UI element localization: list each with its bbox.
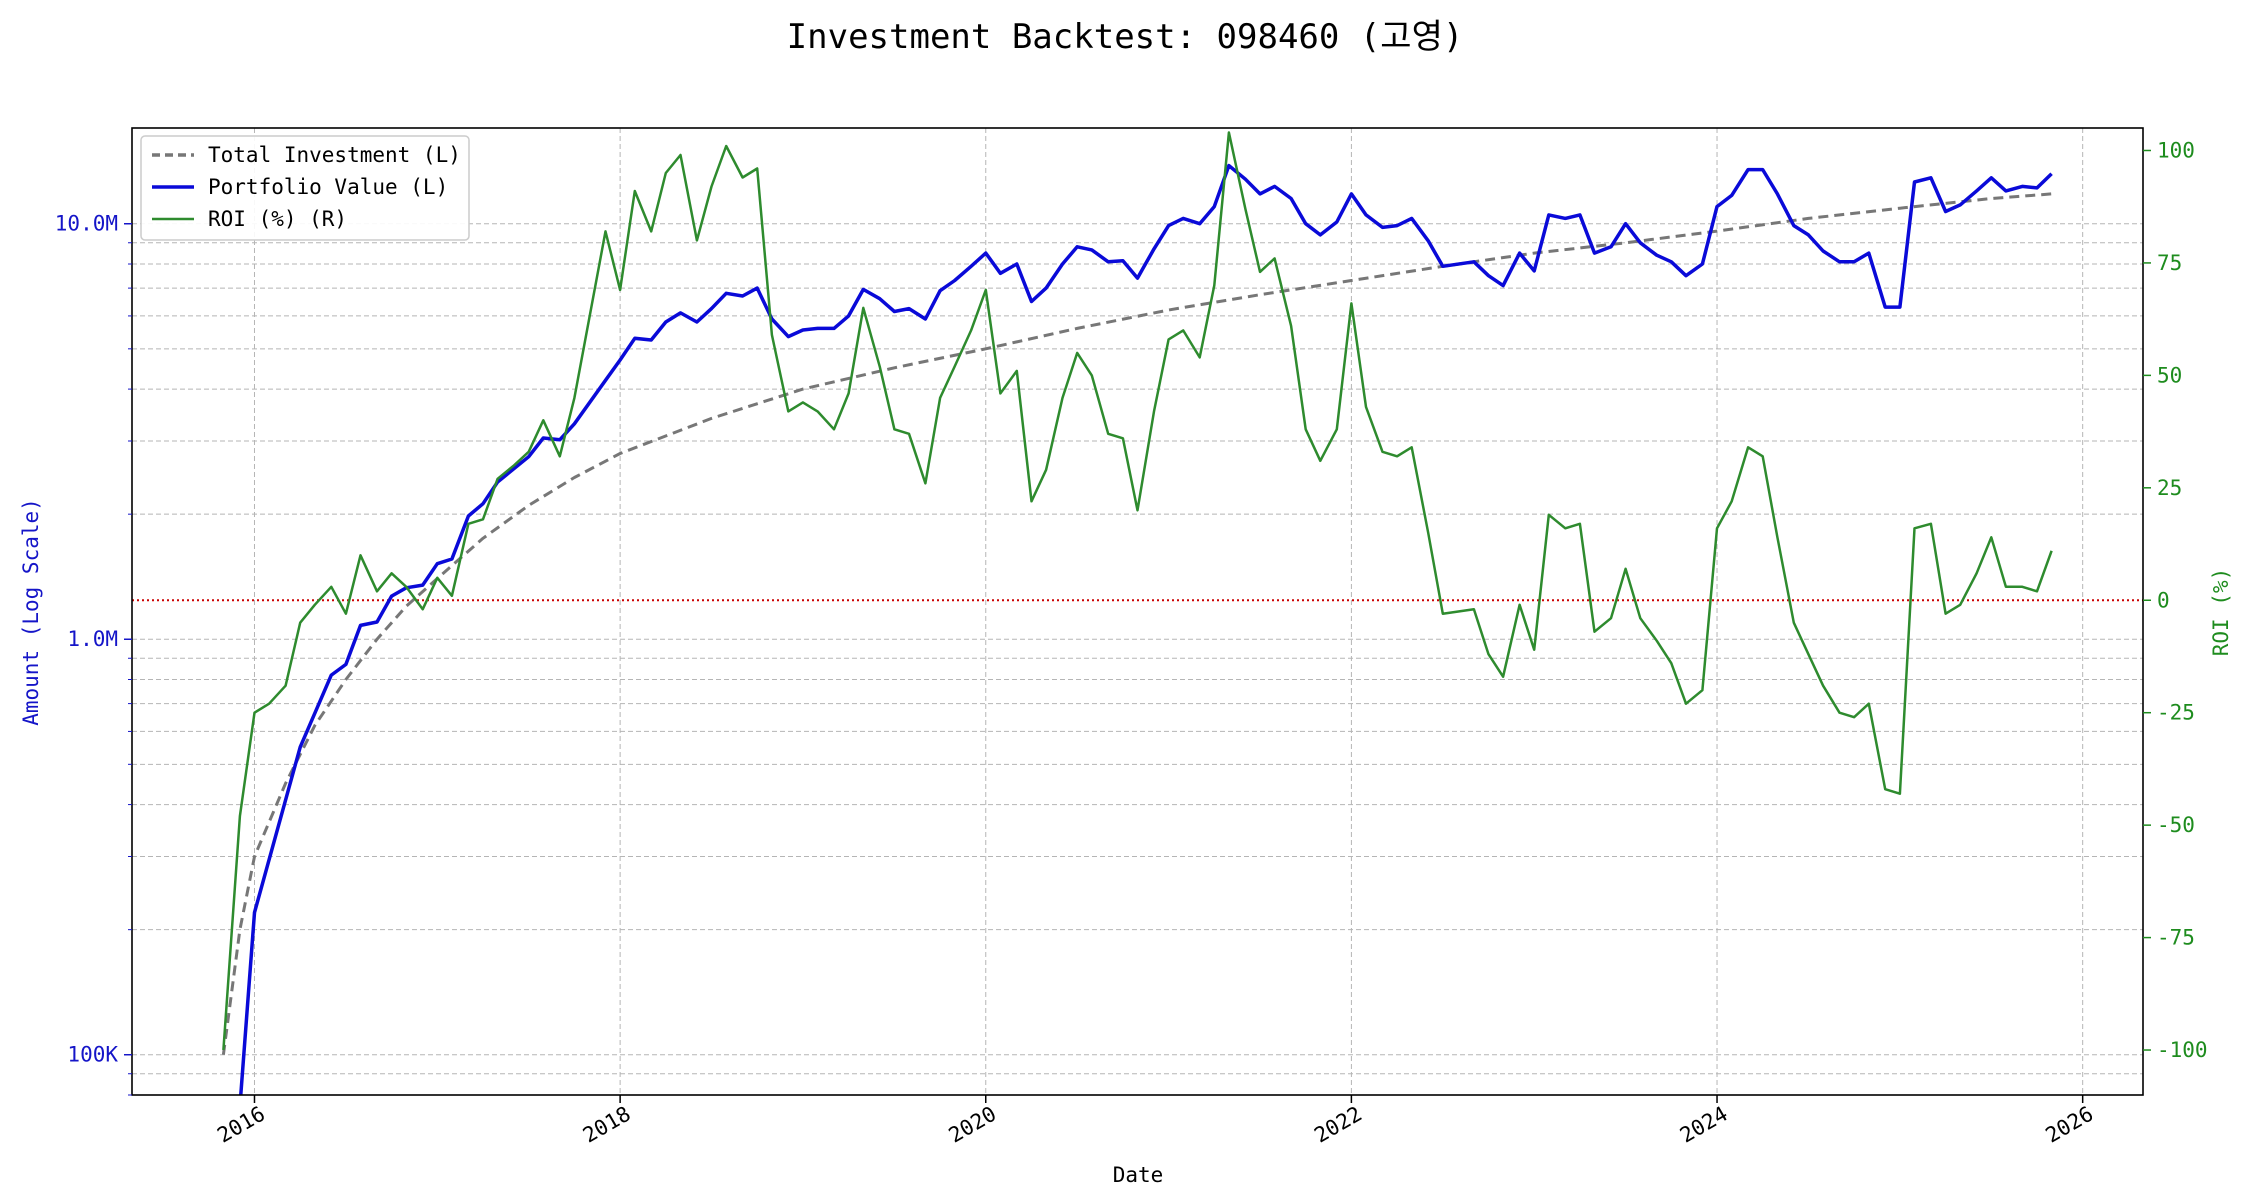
- legend-label: ROI (%) (R): [208, 207, 347, 231]
- right-tick-label: 100: [2157, 138, 2195, 162]
- right-tick-label: -100: [2157, 1038, 2208, 1062]
- right-tick-label: -75: [2157, 926, 2195, 950]
- left-tick-label: 1.0M: [67, 627, 118, 651]
- roi-line: [222, 131, 2053, 1051]
- x-tick-label: 2024: [1676, 1102, 1732, 1148]
- x-tick-label: 2016: [213, 1102, 269, 1148]
- left-axis-label: Amount (Log Scale): [19, 498, 43, 726]
- total-investment-line: [221, 192, 2052, 1055]
- x-tick-label: 2018: [579, 1102, 635, 1148]
- plot-frame: [131, 127, 2144, 1096]
- right-tick-label: -50: [2157, 813, 2195, 837]
- x-tick-label: 2020: [945, 1102, 1001, 1148]
- right-tick-label: 25: [2157, 476, 2182, 500]
- legend: Total Investment (L) Portfolio Value (L) R…: [140, 135, 470, 241]
- right-tick-label: 0: [2157, 588, 2170, 612]
- right-axis-label: ROI (%): [2209, 568, 2233, 657]
- x-axis-label: Date: [1113, 1163, 1164, 1187]
- x-tick-label: 2026: [2041, 1102, 2097, 1148]
- grid-lines: [132, 128, 2143, 1096]
- right-tick-label: 50: [2157, 363, 2182, 387]
- x-tick-label: 2022: [1310, 1102, 1366, 1148]
- portfolio-value-line: [239, 163, 2053, 1095]
- left-tick-label: 100K: [67, 1043, 118, 1067]
- chart-title: Investment Backtest: 098460 (고영): [787, 17, 1464, 57]
- legend-box: [140, 135, 470, 241]
- left-tick-label: 10.0M: [55, 212, 118, 236]
- right-tick-label: -25: [2157, 701, 2195, 725]
- legend-label: Portfolio Value (L): [208, 175, 448, 199]
- right-tick-label: 75: [2157, 251, 2182, 275]
- legend-label: Total Investment (L): [208, 143, 461, 167]
